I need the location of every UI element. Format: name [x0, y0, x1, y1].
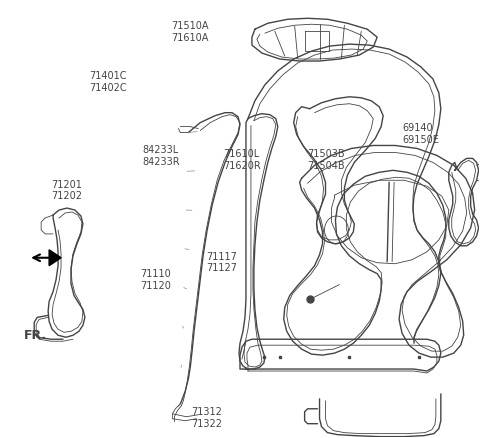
Text: 69140
69150E: 69140 69150E — [402, 123, 439, 145]
Text: 84233L
84233R: 84233L 84233R — [142, 145, 180, 166]
Text: 71312
71322: 71312 71322 — [191, 407, 222, 429]
Text: 71510A
71610A: 71510A 71610A — [171, 21, 209, 42]
Text: 71401C
71402C: 71401C 71402C — [90, 71, 127, 92]
Text: 71503B
71504B: 71503B 71504B — [307, 149, 345, 171]
Text: FR.: FR. — [24, 328, 48, 342]
Text: 71117
71127: 71117 71127 — [206, 252, 238, 273]
Text: 71610L
71620R: 71610L 71620R — [223, 149, 261, 171]
Text: 71201
71202: 71201 71202 — [51, 180, 83, 201]
Polygon shape — [49, 250, 61, 266]
Text: 71110
71120: 71110 71120 — [140, 269, 171, 291]
